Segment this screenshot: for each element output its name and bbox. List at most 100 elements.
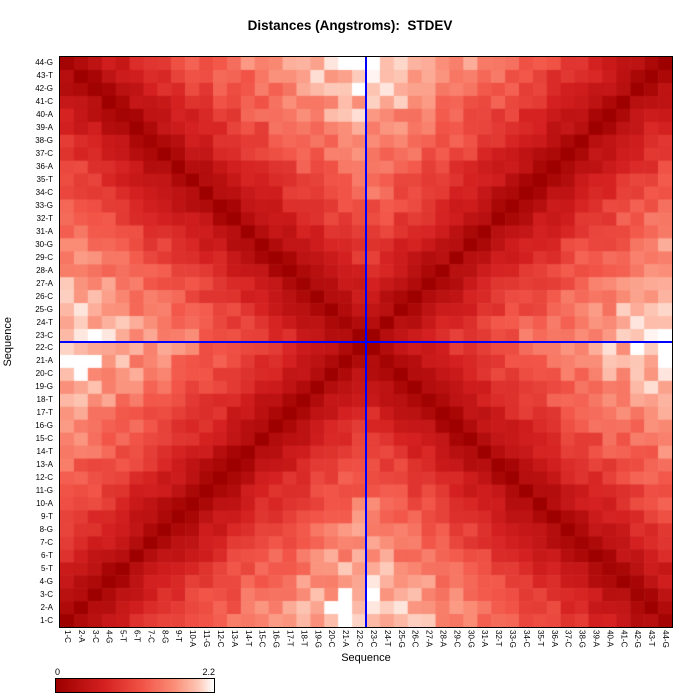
crosshair-vertical-line bbox=[365, 57, 367, 627]
y-tick-label: 25-G bbox=[35, 304, 53, 314]
y-tick-label: 6-T bbox=[41, 550, 53, 560]
x-tick-label: 28-A bbox=[438, 630, 448, 647]
x-tick-label: 39-A bbox=[591, 630, 601, 647]
y-tick-label: 4-G bbox=[39, 576, 53, 586]
y-tick-label: 44-G bbox=[35, 58, 53, 68]
y-tick-label: 37-C bbox=[35, 149, 53, 159]
x-tick-label: 22-C bbox=[355, 630, 365, 648]
x-tick-label: 29-C bbox=[452, 630, 462, 648]
x-tick-label: 44-G bbox=[661, 630, 671, 648]
y-axis-title: Sequence bbox=[0, 57, 16, 627]
y-tick-label: 27-A bbox=[36, 278, 53, 288]
x-tick-label: 21-A bbox=[341, 630, 351, 647]
y-tick-label: 7-C bbox=[40, 537, 53, 547]
x-tick-label: 5-T bbox=[118, 630, 128, 642]
y-axis-tick-labels: 44-G 43-T 42-G 41-C 40-A 39-A 38-G 37-C 36-A 35-T… bbox=[20, 57, 57, 627]
x-tick-label: 4-G bbox=[104, 630, 114, 644]
x-tick-label: 25-G bbox=[396, 630, 406, 648]
x-tick-label: 42-G bbox=[633, 630, 643, 648]
x-tick-label: 9-T bbox=[174, 630, 184, 642]
y-tick-label: 40-A bbox=[36, 110, 53, 120]
y-tick-label: 14-T bbox=[36, 447, 53, 457]
y-tick-label: 20-C bbox=[35, 369, 53, 379]
y-tick-label: 43-T bbox=[36, 71, 53, 81]
x-tick-label: 36-A bbox=[549, 630, 559, 647]
legend-min-label: 0 bbox=[55, 667, 61, 677]
y-tick-label: 11-G bbox=[35, 485, 53, 495]
y-tick-label: 26-C bbox=[35, 291, 53, 301]
y-tick-label: 29-C bbox=[35, 252, 53, 262]
x-tick-label: 2-A bbox=[76, 630, 86, 643]
x-tick-label: 20-C bbox=[327, 630, 337, 648]
x-tick-label: 15-C bbox=[257, 630, 267, 648]
x-tick-label: 14-T bbox=[243, 630, 253, 647]
x-tick-label: 1-C bbox=[62, 630, 72, 643]
y-tick-label: 10-A bbox=[36, 498, 53, 508]
y-tick-label: 22-C bbox=[35, 343, 53, 353]
chart-title: Distances (Angstroms): STDEV bbox=[247, 18, 453, 33]
x-axis-title: Sequence bbox=[341, 652, 391, 664]
y-tick-label: 13-A bbox=[36, 460, 53, 470]
x-tick-label: 8-G bbox=[160, 630, 170, 644]
y-tick-label: 16-G bbox=[35, 421, 53, 431]
x-tick-label: 3-C bbox=[90, 630, 100, 643]
y-tick-label: 3-C bbox=[40, 589, 53, 599]
y-tick-label: 41-C bbox=[35, 97, 53, 107]
y-tick-label: 35-T bbox=[36, 175, 53, 185]
y-tick-label: 28-A bbox=[36, 265, 53, 275]
x-axis-tick-labels: 1-C 2-A 3-C 4-G 5-T 6-T 7-C 8-G 9-T 10-A 11-G 12-C 1… bbox=[60, 630, 672, 660]
y-tick-label: 19-G bbox=[35, 382, 53, 392]
y-tick-label: 2-A bbox=[40, 602, 53, 612]
x-tick-label: 13-A bbox=[229, 630, 239, 647]
x-tick-label: 35-T bbox=[535, 630, 545, 647]
y-tick-label: 15-C bbox=[35, 434, 53, 444]
y-tick-label: 24-T bbox=[36, 317, 53, 327]
x-tick-label: 19-G bbox=[313, 630, 323, 648]
y-tick-label: 17-T bbox=[36, 408, 53, 418]
y-tick-label: 31-A bbox=[36, 226, 53, 236]
y-tick-label: 1-C bbox=[40, 615, 53, 625]
legend-max-label: 2.2 bbox=[202, 667, 215, 677]
x-tick-label: 7-C bbox=[146, 630, 156, 643]
y-axis-title-text: Sequence bbox=[2, 317, 14, 367]
x-tick-label: 16-G bbox=[271, 630, 281, 648]
x-tick-label: 23-C bbox=[368, 630, 378, 648]
x-tick-label: 41-C bbox=[619, 630, 629, 648]
y-tick-label: 8-G bbox=[39, 524, 53, 534]
y-tick-label: 5-T bbox=[41, 563, 53, 573]
y-tick-label: 18-T bbox=[36, 395, 53, 405]
x-tick-label: 26-C bbox=[410, 630, 420, 648]
x-tick-label: 11-G bbox=[202, 630, 212, 648]
x-tick-label: 24-T bbox=[382, 630, 392, 647]
y-tick-label: 33-G bbox=[35, 200, 53, 210]
x-tick-label: 27-A bbox=[424, 630, 434, 647]
color-scale-legend: 0 2.2 bbox=[55, 667, 215, 693]
y-tick-label: 36-A bbox=[36, 162, 53, 172]
y-tick-label: 12-C bbox=[35, 473, 53, 482]
x-tick-label: 32-T bbox=[494, 630, 504, 647]
y-tick-label: 30-G bbox=[35, 239, 53, 249]
y-tick-label: 38-G bbox=[35, 136, 53, 146]
x-tick-label: 12-C bbox=[215, 630, 225, 648]
y-tick-label: 23-C bbox=[35, 330, 53, 340]
x-tick-label: 31-A bbox=[480, 630, 490, 647]
x-tick-label: 6-T bbox=[132, 630, 142, 642]
x-tick-label: 43-T bbox=[647, 630, 657, 647]
y-tick-label: 21-A bbox=[36, 356, 53, 366]
x-tick-label: 17-T bbox=[285, 630, 295, 647]
x-tick-label: 30-G bbox=[466, 630, 476, 648]
x-tick-label: 10-A bbox=[188, 630, 198, 647]
y-tick-label: 42-G bbox=[35, 84, 53, 94]
x-tick-label: 33-G bbox=[508, 630, 518, 648]
x-tick-label: 37-C bbox=[563, 630, 573, 648]
x-tick-label: 34-C bbox=[521, 630, 531, 648]
y-tick-label: 34-C bbox=[35, 188, 53, 197]
x-tick-label: 18-T bbox=[299, 630, 309, 647]
y-tick-label: 9-T bbox=[41, 511, 53, 521]
x-tick-label: 40-A bbox=[605, 630, 615, 647]
y-tick-label: 32-T bbox=[36, 213, 53, 223]
x-tick-label: 38-G bbox=[577, 630, 587, 648]
y-tick-label: 39-A bbox=[36, 123, 53, 133]
legend-gradient-bar bbox=[55, 678, 215, 693]
